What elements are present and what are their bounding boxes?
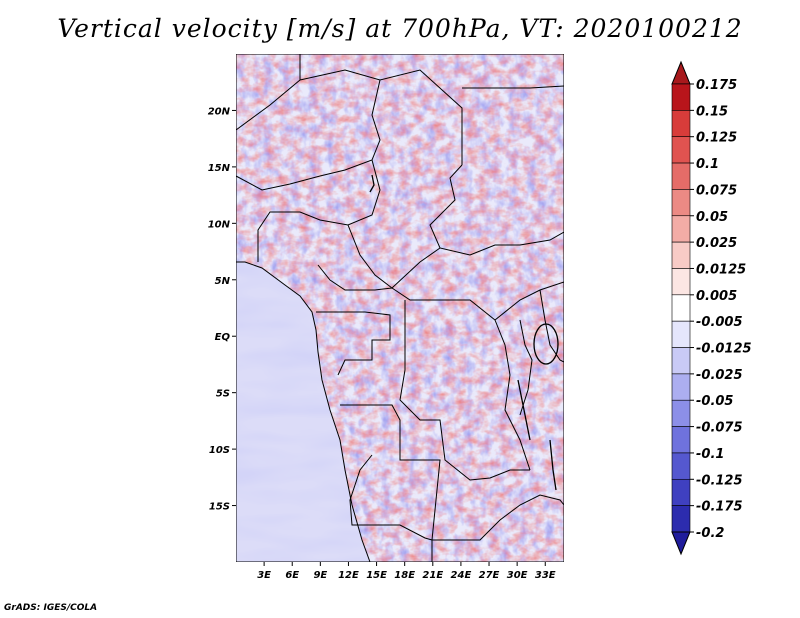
colorbar-swatch <box>671 136 691 164</box>
colorbar-swatch <box>671 268 691 296</box>
colorbar-swatch <box>671 347 691 375</box>
colorbar-label: 0.125 <box>696 131 737 146</box>
colorbar-label: -0.125 <box>696 473 743 488</box>
y-tick-label: 5S <box>216 389 230 400</box>
x-tick-label: 18E <box>394 570 415 581</box>
x-tick-label: 27E <box>479 570 500 581</box>
y-axis: 20N 15N 10N 5N EQ 5S 10S 15S <box>208 106 236 513</box>
x-tick-label: 21E <box>422 570 443 581</box>
colorbar-swatch <box>671 110 691 138</box>
credit-label: GrADS: IGES/COLA <box>4 603 98 613</box>
colorbar-swatch <box>671 452 691 480</box>
colorbar-label: 0.075 <box>696 183 737 198</box>
x-tick-label: 15E <box>366 570 387 581</box>
colorbar-swatch <box>671 426 691 454</box>
x-tick-label: 6E <box>285 570 299 581</box>
colorbar-label: -0.2 <box>696 526 724 541</box>
colorbar-swatch <box>671 83 691 111</box>
colorbar-swatch <box>671 478 691 506</box>
colorbar-label: -0.025 <box>696 368 743 383</box>
colorbar-label: 0.025 <box>696 236 737 251</box>
x-tick-label: 12E <box>338 570 359 581</box>
x-tick-label: 3E <box>257 570 271 581</box>
colorbar-swatch <box>671 294 691 322</box>
colorbar-swatch <box>671 241 691 269</box>
y-tick-label: 15N <box>208 163 231 174</box>
x-tick-label: 24E <box>451 570 472 581</box>
colorbar-label: 0.15 <box>696 104 728 119</box>
colorbar-swatch <box>671 505 691 533</box>
colorbar-label: -0.005 <box>696 315 743 330</box>
country-borders <box>236 54 564 562</box>
x-tick-label: 30E <box>507 570 528 581</box>
y-tick-label: EQ <box>215 332 231 343</box>
colorbar-swatch <box>671 373 691 401</box>
colorbar-label: -0.075 <box>696 421 743 436</box>
colorbar-swatch <box>671 215 691 243</box>
y-tick-label: 10S <box>209 445 230 456</box>
x-axis: 3E 6E 9E 12E 15E 18E 21E 24E 27E 30E 33E <box>257 562 556 581</box>
colorbar-label: 0.05 <box>696 210 728 225</box>
y-tick-label: 20N <box>208 106 231 117</box>
colorbar-label: 0.0125 <box>696 262 746 277</box>
x-tick-label: 33E <box>535 570 556 581</box>
colorbar-top-cap <box>671 60 691 85</box>
map-title: Vertical velocity [m/s] at 700hPa, VT: 2… <box>57 14 743 43</box>
y-tick-label: 15S <box>209 502 230 513</box>
colorbar: 0.175 0.15 0.125 0.1 0.075 0.05 0.025 0.0125 0.0… <box>671 60 752 556</box>
colorbar-label: 0.1 <box>696 157 719 172</box>
lakes <box>369 174 559 491</box>
y-tick-label: 10N <box>208 219 231 230</box>
colorbar-label: 0.175 <box>696 78 737 93</box>
colorbar-swatch <box>671 399 691 427</box>
colorbar-swatch <box>671 320 691 348</box>
colorbar-label: -0.175 <box>696 500 743 515</box>
colorbar-label: -0.1 <box>696 447 724 462</box>
colorbar-swatch <box>671 189 691 217</box>
x-tick-label: 9E <box>313 570 327 581</box>
colorbar-bottom-cap <box>671 531 691 556</box>
colorbar-swatch <box>671 162 691 190</box>
colorbar-label: -0.0125 <box>696 342 752 357</box>
colorbar-label: 0.005 <box>696 289 737 304</box>
colorbar-label: -0.05 <box>696 394 733 409</box>
y-tick-label: 5N <box>215 276 231 287</box>
velocity-field <box>236 54 564 562</box>
